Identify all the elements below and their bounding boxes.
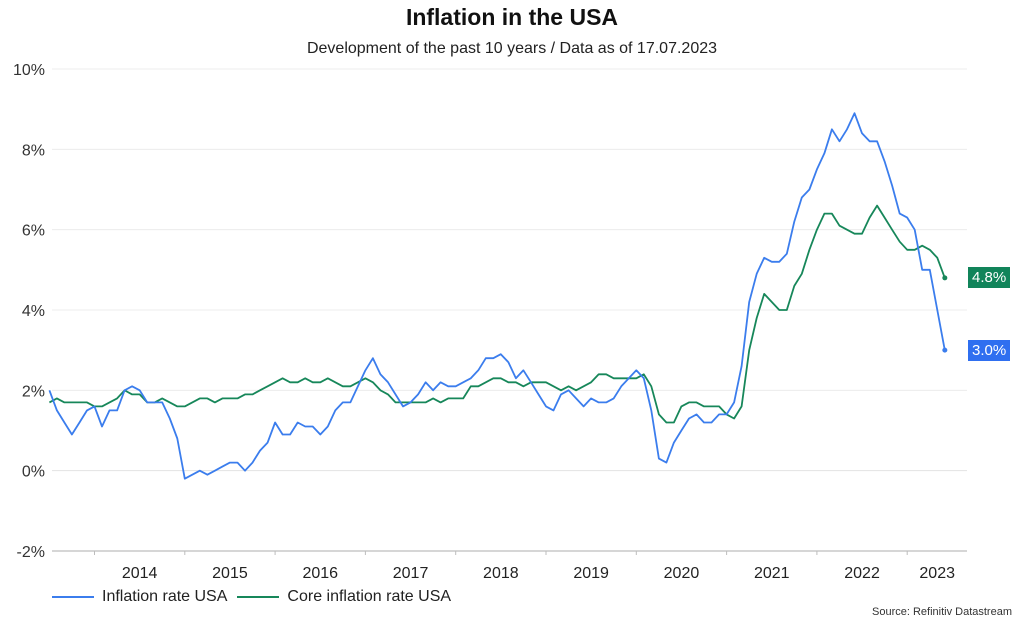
core-line-swatch <box>237 596 280 598</box>
legend-item-inflation[interactable]: Inflation rate USA <box>52 588 227 606</box>
y-tick-label: -2% <box>17 544 45 561</box>
x-tick-label: 2022 <box>844 565 880 582</box>
x-tick-label: 2019 <box>573 565 609 582</box>
y-axis: -2% 0% 2% 4% 6% 8% 10% <box>13 62 45 561</box>
legend-label-inflation: Inflation rate USA <box>102 588 228 605</box>
x-axis: 2014 2015 2016 2017 2018 2019 2020 2021 2022 2023 <box>52 550 967 582</box>
inflation-rate-line <box>48 112 946 480</box>
legend-item-core[interactable]: Core inflation rate USA <box>237 588 451 606</box>
inflation-line-swatch <box>52 596 94 598</box>
y-tick-label: 6% <box>22 223 45 240</box>
y-tick-label: 8% <box>22 142 45 159</box>
y-tick-label: 10% <box>13 62 45 79</box>
inflation-value-badge: 3.0% <box>968 340 1011 362</box>
gridlines <box>52 68 967 472</box>
x-tick-label: 2020 <box>664 565 700 582</box>
core-inflation-line <box>48 204 946 424</box>
source-note: Source: Refinitiv Datastream <box>872 606 1012 618</box>
x-tick-label: 2018 <box>483 565 519 582</box>
x-tick-label: 2015 <box>212 565 248 582</box>
core-endpoint <box>942 275 948 281</box>
x-tick-label: 2023 <box>919 565 955 582</box>
inflation-endpoint <box>942 347 948 353</box>
y-tick-label: 0% <box>22 464 45 481</box>
y-tick-label: 4% <box>22 303 45 320</box>
y-tick-label: 2% <box>22 383 45 400</box>
legend-label-core: Core inflation rate USA <box>287 588 452 605</box>
chart-subtitle: Development of the past 10 years / Data … <box>306 40 718 57</box>
x-tick-label: 2014 <box>122 565 158 582</box>
chart-title: Inflation in the USA <box>405 4 619 30</box>
x-tick-label: 2017 <box>393 565 429 582</box>
core-inflation-value-badge: 4.8% <box>968 266 1011 288</box>
x-tick-label: 2021 <box>754 565 790 582</box>
legend: Inflation rate USA Core inflation rate U… <box>52 588 461 606</box>
series-lines <box>48 112 948 480</box>
x-tick-label: 2016 <box>302 565 338 582</box>
